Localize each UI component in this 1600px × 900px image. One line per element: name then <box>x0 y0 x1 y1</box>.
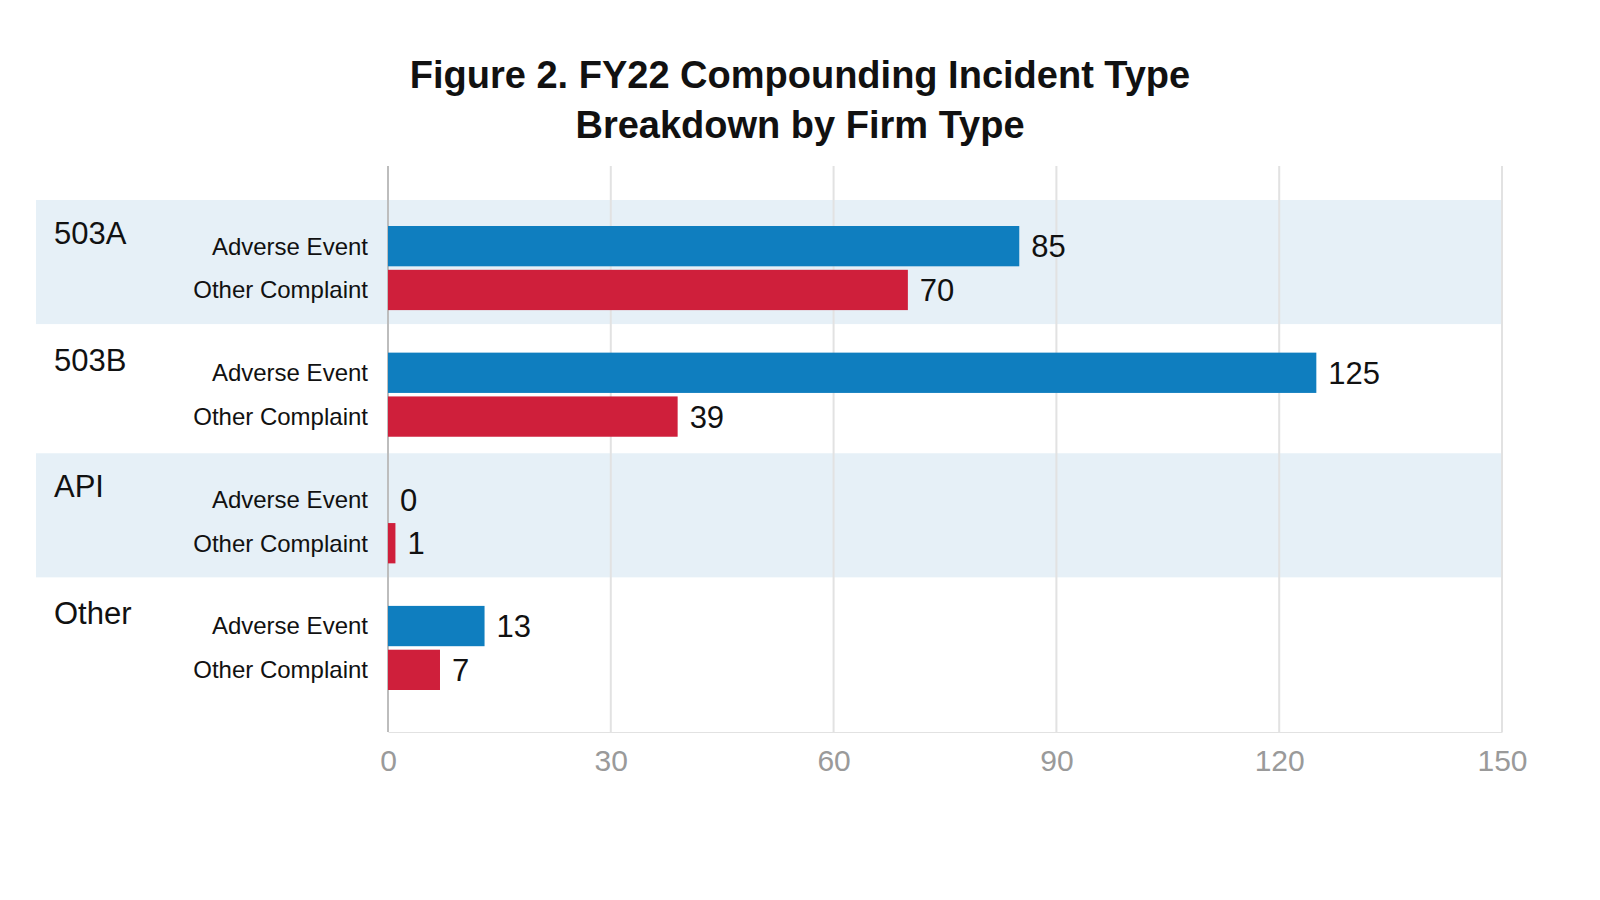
x-tick: 90 <box>1040 732 1073 777</box>
bar <box>388 650 440 690</box>
series-row-label: Other Complaint <box>193 403 368 430</box>
series-row-label: Other Complaint <box>193 276 368 303</box>
chart-title: Figure 2. FY22 Compounding Incident Type… <box>410 54 1190 146</box>
data-label: 7 <box>452 653 469 688</box>
data-label: 1 <box>407 526 424 561</box>
series-row-label: Other Complaint <box>193 656 368 683</box>
group-label: Other <box>54 596 132 631</box>
group-label: 503A <box>54 216 127 251</box>
chart-svg: Figure 2. FY22 Compounding Incident Type… <box>0 0 1600 900</box>
x-tick: 0 <box>380 732 397 777</box>
data-label: 125 <box>1328 356 1380 391</box>
grid-line <box>1278 166 1280 732</box>
group-band <box>36 200 1502 324</box>
data-label: 85 <box>1031 229 1065 264</box>
data-label: 39 <box>690 400 724 435</box>
x-axis: 0 30 60 90 120 150 <box>380 732 1527 777</box>
x-tick: 120 <box>1255 732 1305 777</box>
x-tick-label: 60 <box>817 744 850 777</box>
x-tick-label: 150 <box>1477 744 1527 777</box>
chart-container: Figure 2. FY22 Compounding Incident Type… <box>0 0 1600 900</box>
group-label: API <box>54 469 104 504</box>
x-tick: 30 <box>595 732 628 777</box>
series-row-label: Adverse Event <box>212 612 368 639</box>
bar <box>388 606 485 646</box>
x-tick-label: 0 <box>380 744 397 777</box>
bar <box>388 523 395 563</box>
grid-line <box>1501 166 1503 732</box>
data-label: 13 <box>497 609 531 644</box>
bar <box>388 226 1019 266</box>
group-bands <box>36 200 1502 577</box>
x-tick: 150 <box>1477 732 1527 777</box>
x-tick: 60 <box>817 732 850 777</box>
chart-title-line: Figure 2. FY22 Compounding Incident Type <box>410 54 1190 96</box>
chart-title-line: Breakdown by Firm Type <box>575 104 1024 146</box>
bar <box>388 353 1316 393</box>
data-label: 0 <box>400 483 417 518</box>
series-row-label: Adverse Event <box>212 233 368 260</box>
bars <box>388 226 1316 690</box>
group-label: 503B <box>54 343 126 378</box>
grid <box>388 166 1502 732</box>
series-row-label: Adverse Event <box>212 359 368 386</box>
bar <box>388 270 908 310</box>
x-tick-label: 30 <box>595 744 628 777</box>
bar <box>388 396 678 436</box>
group-band <box>36 453 1502 577</box>
x-tick-label: 120 <box>1255 744 1305 777</box>
texts: 503AAdverse Event85Other Complaint70503B… <box>54 216 1380 688</box>
series-row-label: Adverse Event <box>212 486 368 513</box>
x-tick-label: 90 <box>1040 744 1073 777</box>
data-label: 70 <box>920 273 954 308</box>
x-axis-line <box>389 732 1503 733</box>
bar <box>388 479 389 519</box>
series-row-label: Other Complaint <box>193 530 368 557</box>
